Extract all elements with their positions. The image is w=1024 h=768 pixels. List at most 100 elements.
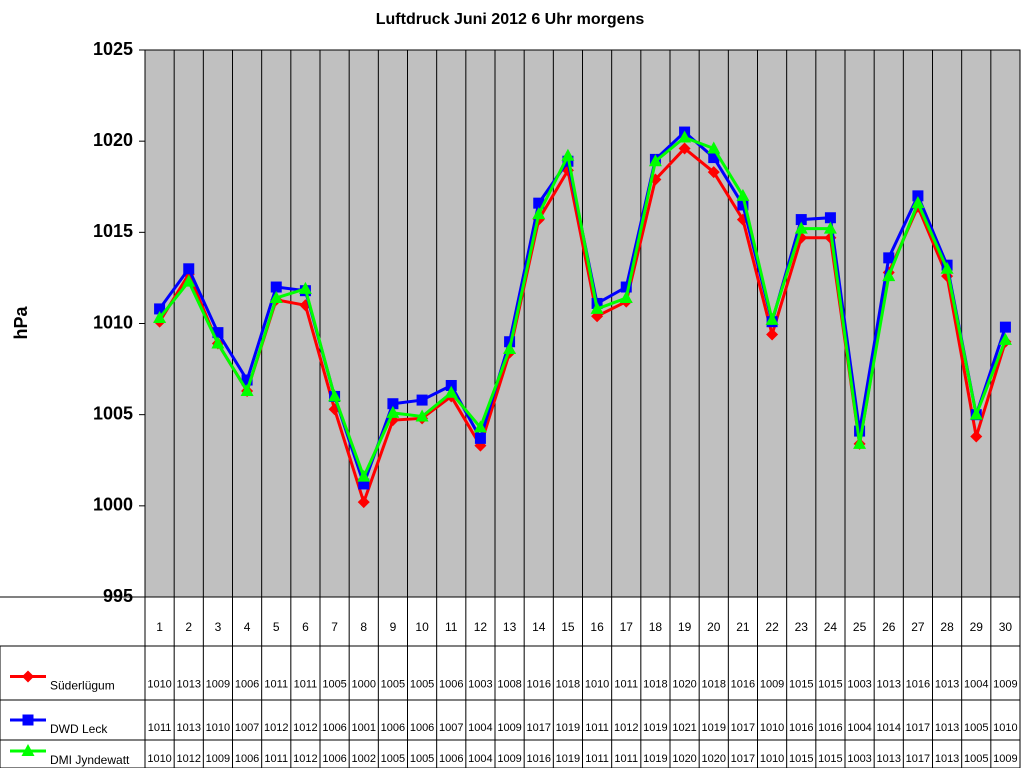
value-label: 1018 (556, 678, 580, 690)
point (240, 383, 254, 396)
point (620, 281, 632, 293)
value-label: 1006 (235, 753, 259, 765)
point (998, 332, 1012, 345)
value-label: 1003 (847, 678, 871, 690)
legend-label: DMI Jyndewatt (50, 753, 130, 767)
point (357, 469, 371, 482)
x-tick-label: 22 (765, 620, 779, 634)
value-label: 1015 (789, 678, 813, 690)
point (328, 389, 342, 402)
point (270, 281, 282, 293)
point (736, 188, 750, 201)
value-label: 1015 (818, 678, 842, 690)
point (212, 327, 224, 339)
value-label: 1011 (585, 753, 609, 765)
legend-marker (22, 714, 34, 726)
legend-label: DWD Leck (50, 722, 108, 736)
x-tick-label: 14 (532, 620, 546, 634)
value-label: 1016 (789, 722, 813, 734)
value-label: 1009 (760, 678, 784, 690)
value-label: 1011 (264, 678, 288, 690)
value-label: 1009 (497, 722, 521, 734)
value-label: 1006 (235, 678, 259, 690)
point (678, 130, 692, 143)
point (504, 336, 516, 348)
y-tick-label: 1015 (93, 221, 133, 241)
value-label: 1013 (935, 678, 959, 690)
x-tick-label: 28 (940, 620, 954, 634)
point (737, 199, 749, 211)
x-tick-label: 3 (215, 620, 222, 634)
value-label: 1013 (877, 678, 901, 690)
x-tick-label: 17 (620, 620, 634, 634)
value-label: 1009 (993, 678, 1017, 690)
point (298, 281, 312, 294)
value-label: 1016 (527, 678, 551, 690)
value-label: 1012 (614, 722, 638, 734)
x-tick-label: 1 (156, 620, 163, 634)
x-tick-label: 23 (795, 620, 809, 634)
series-line (158, 135, 1007, 481)
value-label: 1001 (352, 722, 376, 734)
point (444, 385, 458, 398)
value-label: 1007 (439, 722, 463, 734)
value-label: 1004 (468, 753, 492, 765)
value-label: 1010 (147, 753, 171, 765)
value-label: 1006 (322, 722, 346, 734)
value-label: 1016 (906, 678, 930, 690)
point (765, 312, 779, 325)
value-label: 1004 (468, 722, 492, 734)
point (211, 336, 225, 349)
value-label: 1010 (585, 678, 609, 690)
x-tick-label: 25 (853, 620, 867, 634)
y-tick-label: 1010 (93, 312, 133, 332)
value-label: 1013 (935, 753, 959, 765)
value-label: 1005 (410, 753, 434, 765)
value-label: 1012 (177, 753, 201, 765)
x-tick-label: 24 (824, 620, 838, 634)
x-tick-label: 15 (561, 620, 575, 634)
point (795, 214, 807, 226)
x-tick-label: 16 (590, 620, 604, 634)
point (648, 154, 662, 167)
value-label: 1017 (906, 722, 930, 734)
point (707, 166, 720, 179)
point (707, 141, 721, 154)
value-label: 1020 (672, 753, 696, 765)
x-tick-label: 5 (273, 620, 280, 634)
value-label: 1009 (993, 753, 1017, 765)
value-label: 1016 (731, 678, 755, 690)
point (386, 405, 400, 418)
value-label: 1005 (964, 753, 988, 765)
y-tick-label: 1000 (93, 495, 133, 515)
x-tick-label: 21 (736, 620, 750, 634)
value-label: 1013 (935, 722, 959, 734)
value-label: 1017 (731, 722, 755, 734)
value-label: 1006 (439, 678, 463, 690)
value-label: 1013 (177, 678, 201, 690)
point (853, 436, 867, 449)
point (269, 290, 283, 303)
x-tick-label: 7 (331, 620, 338, 634)
point (533, 197, 545, 209)
point (503, 342, 517, 355)
point (970, 430, 983, 443)
point (766, 328, 779, 341)
x-tick-label: 18 (649, 620, 663, 634)
value-label: 1011 (585, 722, 609, 734)
y-tick-label: 1005 (93, 403, 133, 423)
value-label: 1004 (847, 722, 871, 734)
value-label: 1020 (672, 678, 696, 690)
value-label: 1016 (527, 753, 551, 765)
y-tick-label: 995 (103, 586, 133, 606)
point (824, 212, 836, 224)
point (532, 207, 546, 220)
y-tick-label: 1020 (93, 130, 133, 150)
point (241, 374, 253, 386)
point (911, 196, 925, 209)
value-label: 1017 (731, 753, 755, 765)
x-tick-label: 9 (390, 620, 397, 634)
value-label: 1005 (381, 678, 405, 690)
value-label: 1018 (643, 678, 667, 690)
x-tick-label: 6 (302, 620, 309, 634)
